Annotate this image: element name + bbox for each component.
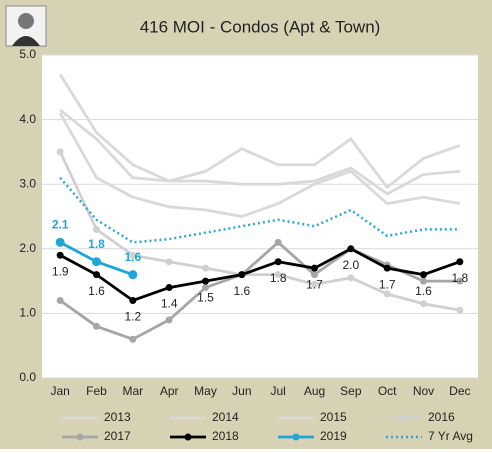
x-tick-label: Jul <box>270 384 285 398</box>
marker <box>274 238 282 246</box>
marker <box>311 271 318 279</box>
marker <box>55 237 65 247</box>
marker <box>93 271 100 279</box>
y-tick-label: 2.0 <box>19 241 36 255</box>
legend-label: 2019 <box>320 429 347 443</box>
data-label: 2.0 <box>342 258 359 272</box>
marker <box>129 335 137 343</box>
marker <box>92 257 101 267</box>
legend-label: 2014 <box>212 410 239 424</box>
marker <box>165 284 173 292</box>
marker <box>93 225 100 233</box>
data-label: 1.8 <box>451 271 468 285</box>
data-label: 1.6 <box>88 284 105 298</box>
marker <box>456 258 464 266</box>
chart-title: 416 MOI - Condos (Apt & Town) <box>140 17 381 36</box>
marker <box>420 277 427 285</box>
legend-marker <box>76 433 84 441</box>
marker <box>165 316 173 324</box>
data-label: 1.6 <box>233 284 250 298</box>
marker <box>202 284 209 292</box>
x-tick-label: Aug <box>304 384 325 398</box>
legend-label: 2017 <box>104 429 131 443</box>
marker <box>56 251 64 259</box>
y-tick-label: 3.0 <box>19 176 36 190</box>
marker <box>238 271 246 279</box>
data-label: 1.6 <box>415 284 432 298</box>
series-line <box>59 247 461 303</box>
marker <box>420 300 427 308</box>
data-label: 1.8 <box>270 271 287 285</box>
avatar-head <box>18 13 34 29</box>
data-label: 1.4 <box>161 297 178 311</box>
series-line <box>59 240 460 341</box>
marker <box>93 322 100 330</box>
marker <box>311 280 318 288</box>
legend-marker <box>184 433 192 441</box>
legend-label: 7 Yr Avg <box>428 429 473 443</box>
data-label: 2.1 <box>52 218 69 232</box>
marker <box>383 290 391 298</box>
marker <box>274 271 282 279</box>
legend-label: 2013 <box>104 410 131 424</box>
data-label: 1.5 <box>197 290 214 304</box>
x-tick-label: Apr <box>160 384 179 398</box>
marker <box>311 264 318 272</box>
series-line <box>58 73 461 190</box>
legend-label: 2016 <box>428 410 455 424</box>
marker <box>56 148 64 156</box>
marker <box>456 306 464 314</box>
marker <box>420 271 427 279</box>
plot-area <box>42 55 478 378</box>
marker <box>347 274 355 282</box>
legend-label: 2015 <box>320 410 347 424</box>
series-line <box>59 108 460 196</box>
data-label: 1.9 <box>52 264 69 278</box>
x-tick-label: Oct <box>378 384 397 398</box>
y-tick-label: 0.0 <box>19 370 36 384</box>
legend-marker <box>292 433 300 441</box>
x-tick-label: Dec <box>449 384 470 398</box>
x-tick-label: Jan <box>50 384 69 398</box>
marker <box>274 258 282 266</box>
marker <box>129 296 137 304</box>
data-label: 1.6 <box>124 250 141 264</box>
marker <box>347 245 355 253</box>
y-tick-label: 1.0 <box>19 306 36 320</box>
legend-marker <box>400 414 408 422</box>
x-tick-label: Nov <box>413 384 434 398</box>
series-line <box>59 176 460 244</box>
marker <box>128 270 138 280</box>
x-tick-label: Sep <box>340 384 362 398</box>
data-label: 1.7 <box>379 277 396 291</box>
data-label: 1.7 <box>306 277 323 291</box>
x-tick-label: May <box>194 384 217 398</box>
x-tick-label: Mar <box>122 384 143 398</box>
marker <box>202 277 209 285</box>
data-label: 1.2 <box>124 310 141 324</box>
marker <box>202 264 209 272</box>
legend-label: 2018 <box>212 429 239 443</box>
avatar-body <box>12 36 40 46</box>
data-label: 1.8 <box>88 237 105 251</box>
x-tick-label: Jun <box>232 384 251 398</box>
y-tick-label: 4.0 <box>19 112 36 126</box>
series-line <box>58 151 461 312</box>
marker <box>165 258 173 266</box>
x-tick-label: Feb <box>86 384 107 398</box>
marker <box>456 277 464 285</box>
marker <box>129 251 137 259</box>
marker <box>56 296 64 304</box>
marker <box>383 264 391 272</box>
y-tick-label: 5.0 <box>19 47 36 61</box>
series-line <box>58 112 461 218</box>
